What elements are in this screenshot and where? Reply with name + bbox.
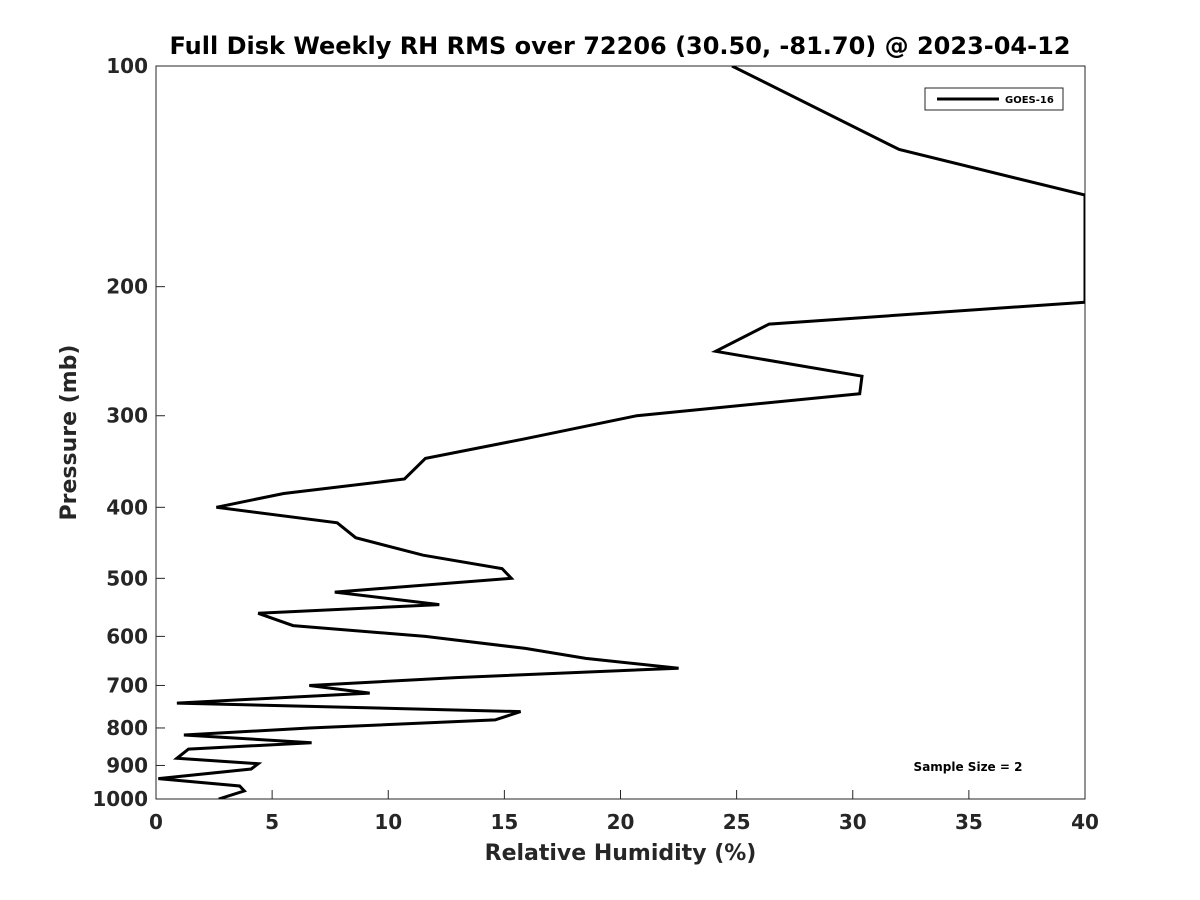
y-tick-label: 500: [106, 566, 148, 590]
legend: GOES-16: [924, 87, 1064, 111]
sample-size-annotation: Sample Size = 2: [914, 760, 1023, 774]
y-tick-label: 400: [106, 495, 148, 519]
y-tick-label: 900: [106, 753, 148, 777]
y-tick-label: 1000: [92, 787, 148, 811]
series-line-goes-16: [158, 66, 1085, 799]
x-axis: 0 5 10 15 20 25 30 35 40: [149, 790, 1099, 834]
legend-entry: GOES-16: [1005, 95, 1054, 106]
x-axis-label: Relative Humidity (%): [485, 841, 757, 866]
x-tick-label: 15: [490, 810, 518, 834]
x-tick-label: 10: [374, 810, 402, 834]
y-tick-label: 100: [106, 54, 148, 78]
axes-box: [155, 65, 1086, 800]
x-tick-label: 40: [1071, 810, 1099, 834]
x-tick-label: 5: [265, 810, 279, 834]
y-tick-label: 600: [106, 624, 148, 648]
y-tick-label: 200: [106, 275, 148, 299]
x-tick-label: 30: [839, 810, 867, 834]
x-tick-label: 20: [607, 810, 635, 834]
x-tick-label: 0: [149, 810, 163, 834]
y-axis: 100 200 300 400 500 600 700 800 900 1000: [92, 54, 165, 811]
series-group: [158, 66, 1085, 799]
y-tick-label: 800: [106, 716, 148, 740]
plot-area: [155, 65, 1086, 800]
y-tick-label: 700: [106, 673, 148, 697]
y-axis-label: Pressure (mb): [57, 345, 82, 521]
x-tick-label: 25: [723, 810, 751, 834]
x-tick-label: 35: [955, 810, 983, 834]
chart-title: Full Disk Weekly RH RMS over 72206 (30.5…: [169, 32, 1070, 60]
y-tick-label: 300: [106, 404, 148, 428]
